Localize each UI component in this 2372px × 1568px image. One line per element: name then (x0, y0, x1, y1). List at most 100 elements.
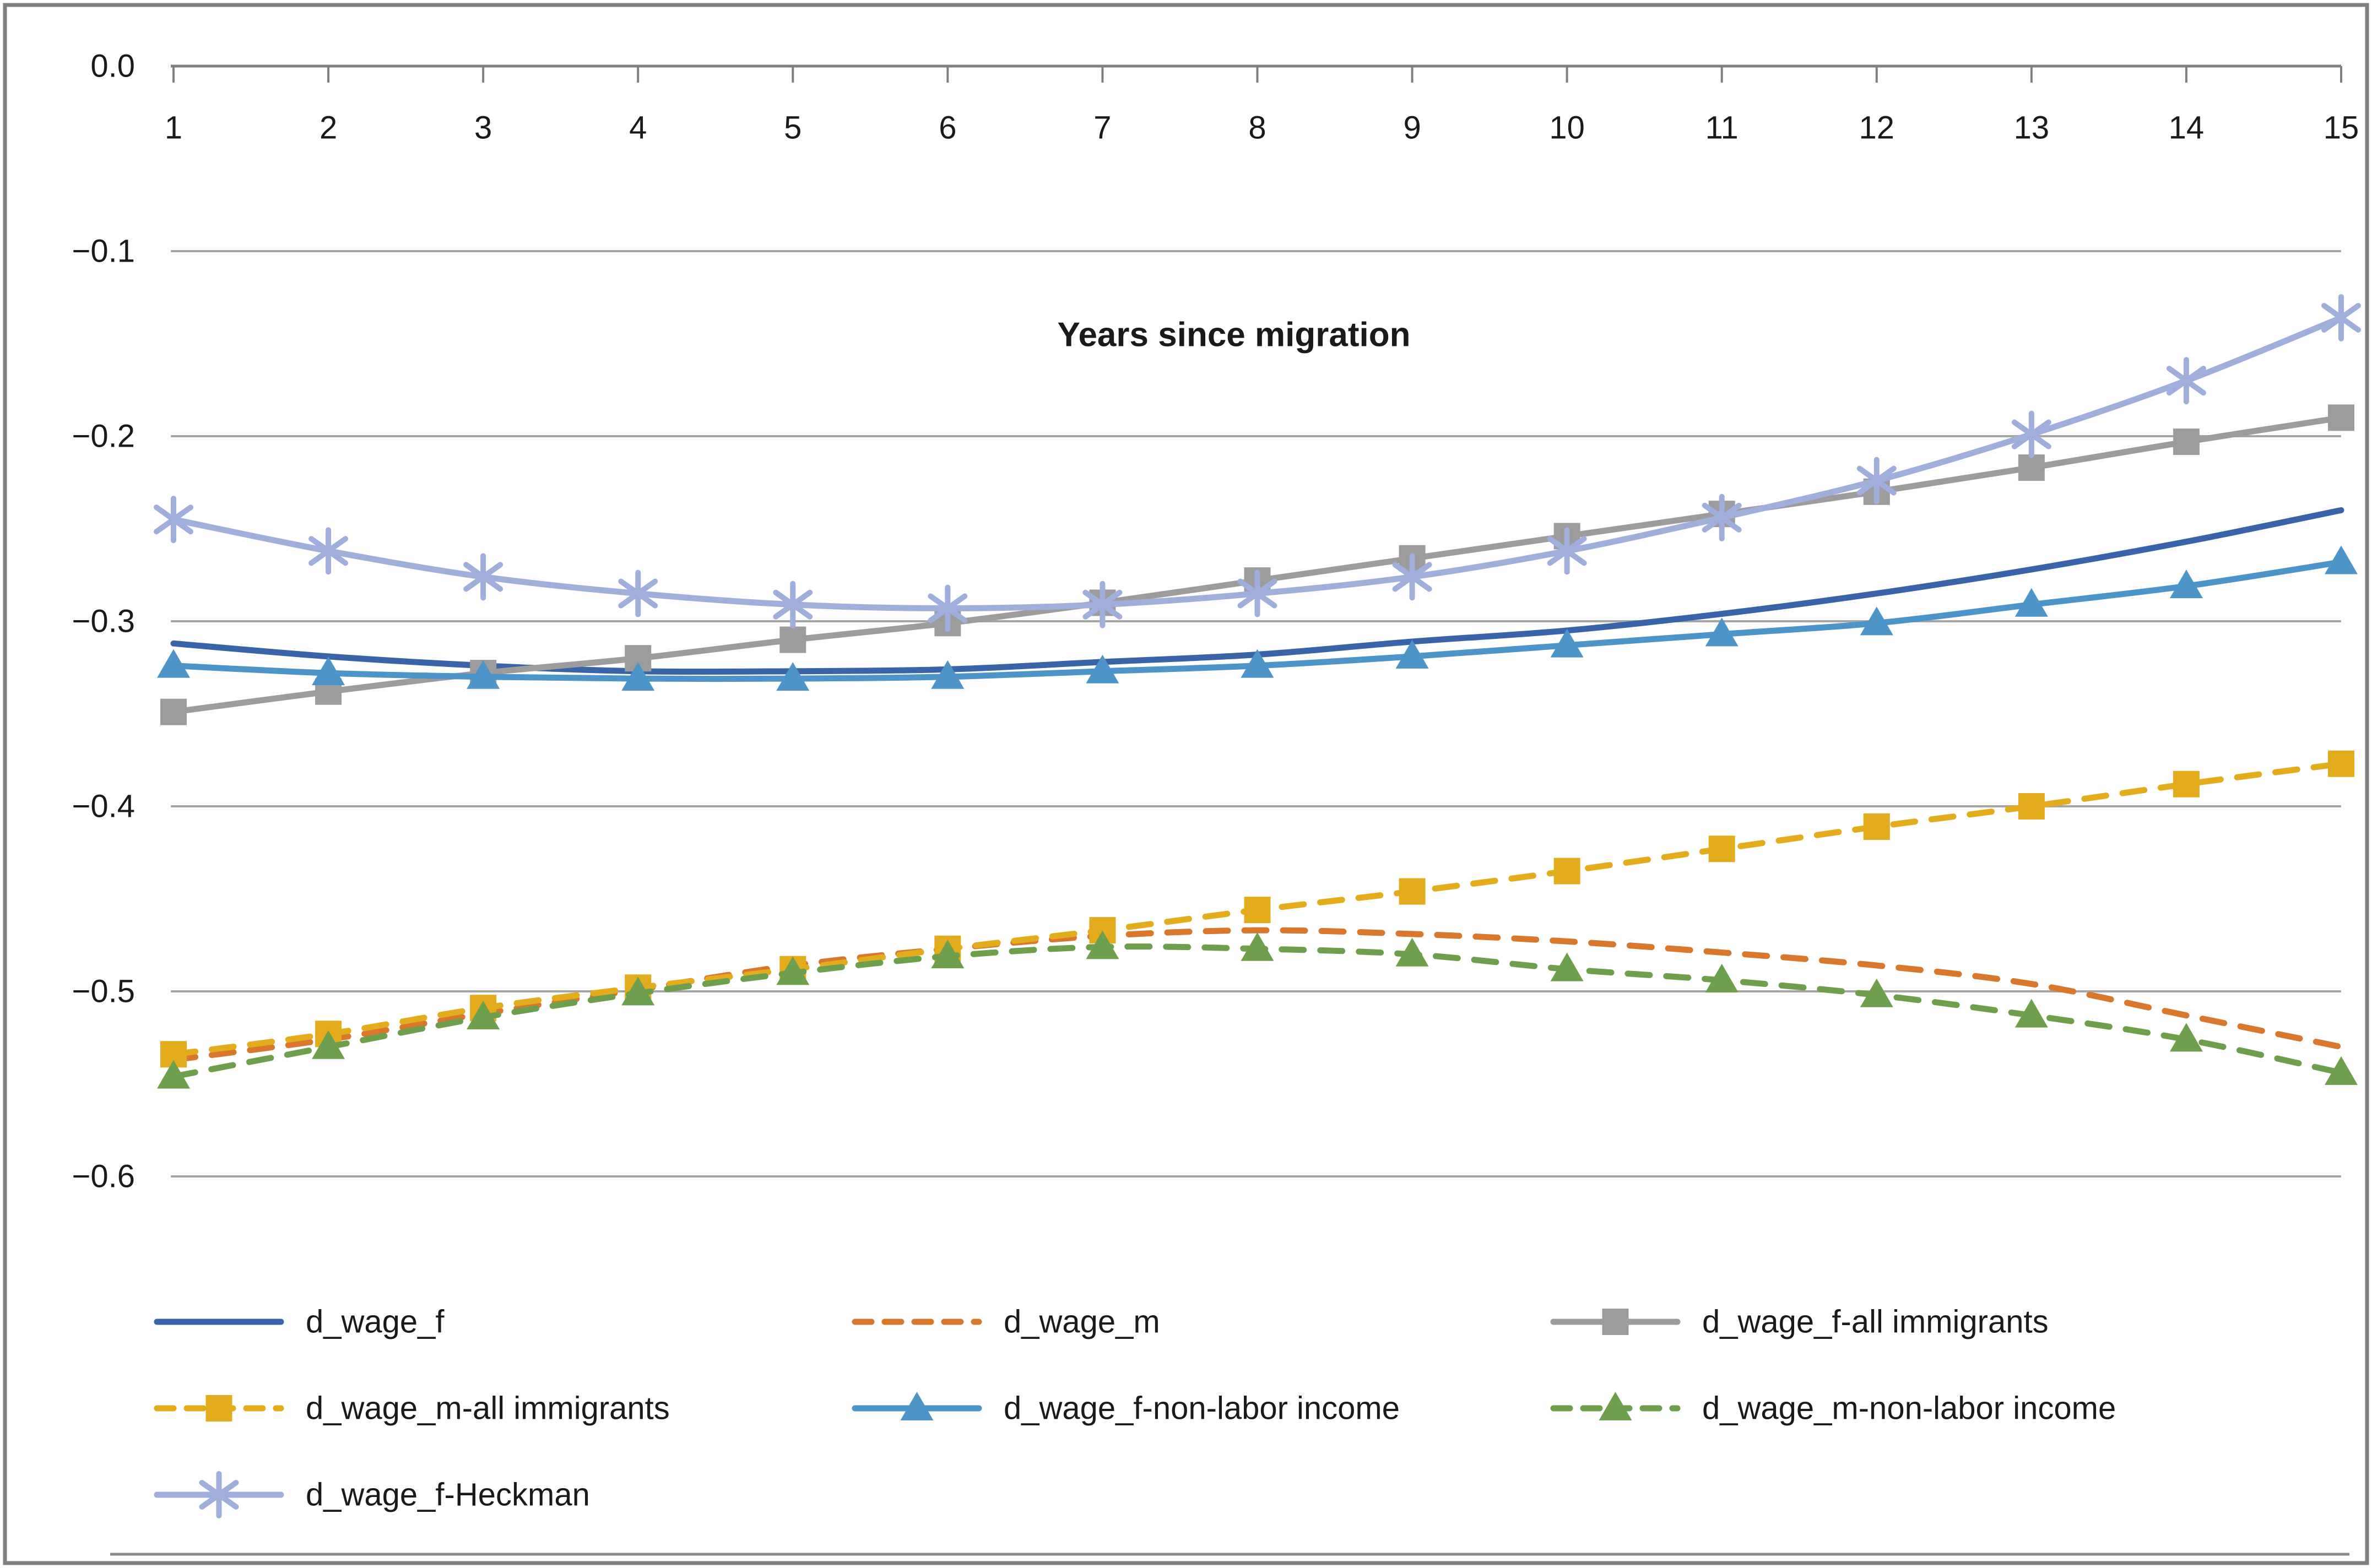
legend-item: d_wage_f-non-labor income (852, 1391, 1400, 1426)
series-marker-triangle (1241, 649, 1274, 678)
series-marker-asterisk (463, 553, 503, 601)
series-marker-asterisk (773, 580, 813, 628)
series-marker-asterisk (928, 584, 968, 632)
series-marker-triangle (1550, 952, 1584, 981)
asterisk-spoke (1082, 589, 1123, 620)
series-marker-square (2328, 750, 2354, 777)
x-tick-label: 14 (2169, 110, 2205, 146)
chart-title: Years since migration (1058, 316, 1411, 354)
series-marker-asterisk (618, 569, 658, 617)
x-tick-label: 12 (1859, 110, 1895, 146)
x-tick-label: 11 (1705, 110, 1739, 146)
series-marker-asterisk (308, 527, 349, 575)
legend-label: d_wage_f-non-labor income (1004, 1391, 1400, 1426)
series-marker-square (160, 698, 187, 725)
x-tick-label: 5 (784, 110, 802, 146)
series-marker-triangle (621, 976, 655, 1006)
series-marker-triangle (2014, 999, 2048, 1028)
asterisk-spoke (2321, 302, 2361, 333)
series-marker-square (205, 1395, 232, 1421)
axes-group (110, 64, 2349, 1556)
series-marker-triangle (157, 1060, 190, 1089)
asterisk-spoke (463, 562, 503, 592)
series-marker-asterisk (2321, 294, 2361, 341)
series-marker-square (1244, 897, 1271, 924)
asterisk-spoke (2166, 366, 2206, 396)
legend-item: d_wage_m-non-labor income (1550, 1391, 2116, 1426)
x-tick-label: 7 (1093, 110, 1111, 146)
series-marker-triangle (1086, 654, 1119, 683)
series-line-d-wage-f-heckman (170, 314, 2344, 611)
x-tick-label: 3 (474, 110, 492, 146)
series-marker-triangle (1599, 1392, 1632, 1420)
series-marker-triangle (776, 956, 810, 985)
series-marker-asterisk (1237, 569, 1277, 617)
series-marker-asterisk (1547, 527, 1587, 575)
series-marker-triangle (931, 660, 965, 689)
series-marker-asterisk (154, 496, 193, 544)
series-marker-triangle (931, 940, 965, 969)
asterisk-spoke (618, 578, 658, 609)
x-tick-label: 1 (165, 110, 182, 146)
series-marker-asterisk (1392, 553, 1432, 601)
asterisk-spoke (773, 589, 813, 620)
series-marker-triangle (2325, 1056, 2358, 1085)
x-tick-label: 4 (629, 110, 647, 146)
outer-border (3, 3, 2369, 1565)
y-tick-label: 0.0 (90, 48, 135, 84)
series-marker-triangle (1705, 963, 1739, 992)
series-marker-square (2018, 454, 2045, 481)
series-line-d-wage-m (170, 927, 2344, 1063)
series-marker-triangle (621, 662, 655, 691)
series-marker-triangle (1860, 606, 1893, 636)
asterisk-spoke (1856, 465, 1897, 496)
asterisk-spoke (154, 504, 193, 535)
series-marker-square (1708, 835, 1735, 862)
x-tick-label: 8 (1248, 110, 1266, 146)
gridlines-group (171, 250, 2341, 1178)
asterisk-spoke (2011, 419, 2051, 449)
x-tick-label: 10 (1549, 110, 1585, 146)
series-marker-triangle (467, 660, 500, 689)
series-marker-square (2328, 404, 2354, 431)
series-marker-triangle (1086, 930, 1119, 959)
series-marker-triangle (467, 1001, 500, 1030)
legend-item: d_wage_f-Heckman (154, 1471, 590, 1518)
legend-item: d_wage_m (852, 1304, 1160, 1340)
x-tick-label: 2 (319, 110, 337, 146)
legend-label: d_wage_f-Heckman (306, 1477, 590, 1513)
legend-item: d_wage_m-all immigrants (154, 1391, 670, 1426)
asterisk-spoke (308, 536, 349, 566)
legend-group: d_wage_f d_wage_m d_wage_f-all immigrants d… (154, 1304, 2116, 1518)
series-marker-triangle (2014, 588, 2048, 617)
y-tick-label: −0.1 (72, 234, 136, 269)
series-marker-triangle (2325, 545, 2358, 574)
legend-item: d_wage_f-all immigrants (1550, 1304, 2049, 1340)
asterisk-spoke (1237, 578, 1277, 609)
x-tick-label: 9 (1403, 110, 1421, 146)
series-group (154, 294, 2361, 1089)
series-marker-square (1602, 1309, 1629, 1335)
y-tick-label: −0.5 (72, 974, 136, 1010)
series-marker-asterisk (1856, 457, 1897, 504)
series-marker-square (2173, 428, 2200, 455)
series-marker-square (779, 626, 806, 653)
y-tick-label: −0.3 (72, 604, 136, 639)
series-marker-asterisk (1702, 493, 1742, 541)
series-marker-square (1553, 858, 1580, 885)
asterisk-spoke (1392, 562, 1432, 592)
series-marker-triangle (1241, 932, 1274, 961)
legend-item: d_wage_f (154, 1304, 445, 1340)
series-marker-triangle (900, 1392, 934, 1420)
series-marker-triangle (312, 657, 345, 686)
x-tick-label: 13 (2014, 110, 2050, 146)
series-marker-triangle (2169, 569, 2203, 599)
asterisk-spoke (1547, 536, 1587, 566)
y-tick-label: −0.4 (72, 789, 136, 824)
series-marker-asterisk (2011, 410, 2051, 458)
series-marker-square (1863, 813, 1890, 840)
series-marker-triangle (1395, 639, 1429, 669)
